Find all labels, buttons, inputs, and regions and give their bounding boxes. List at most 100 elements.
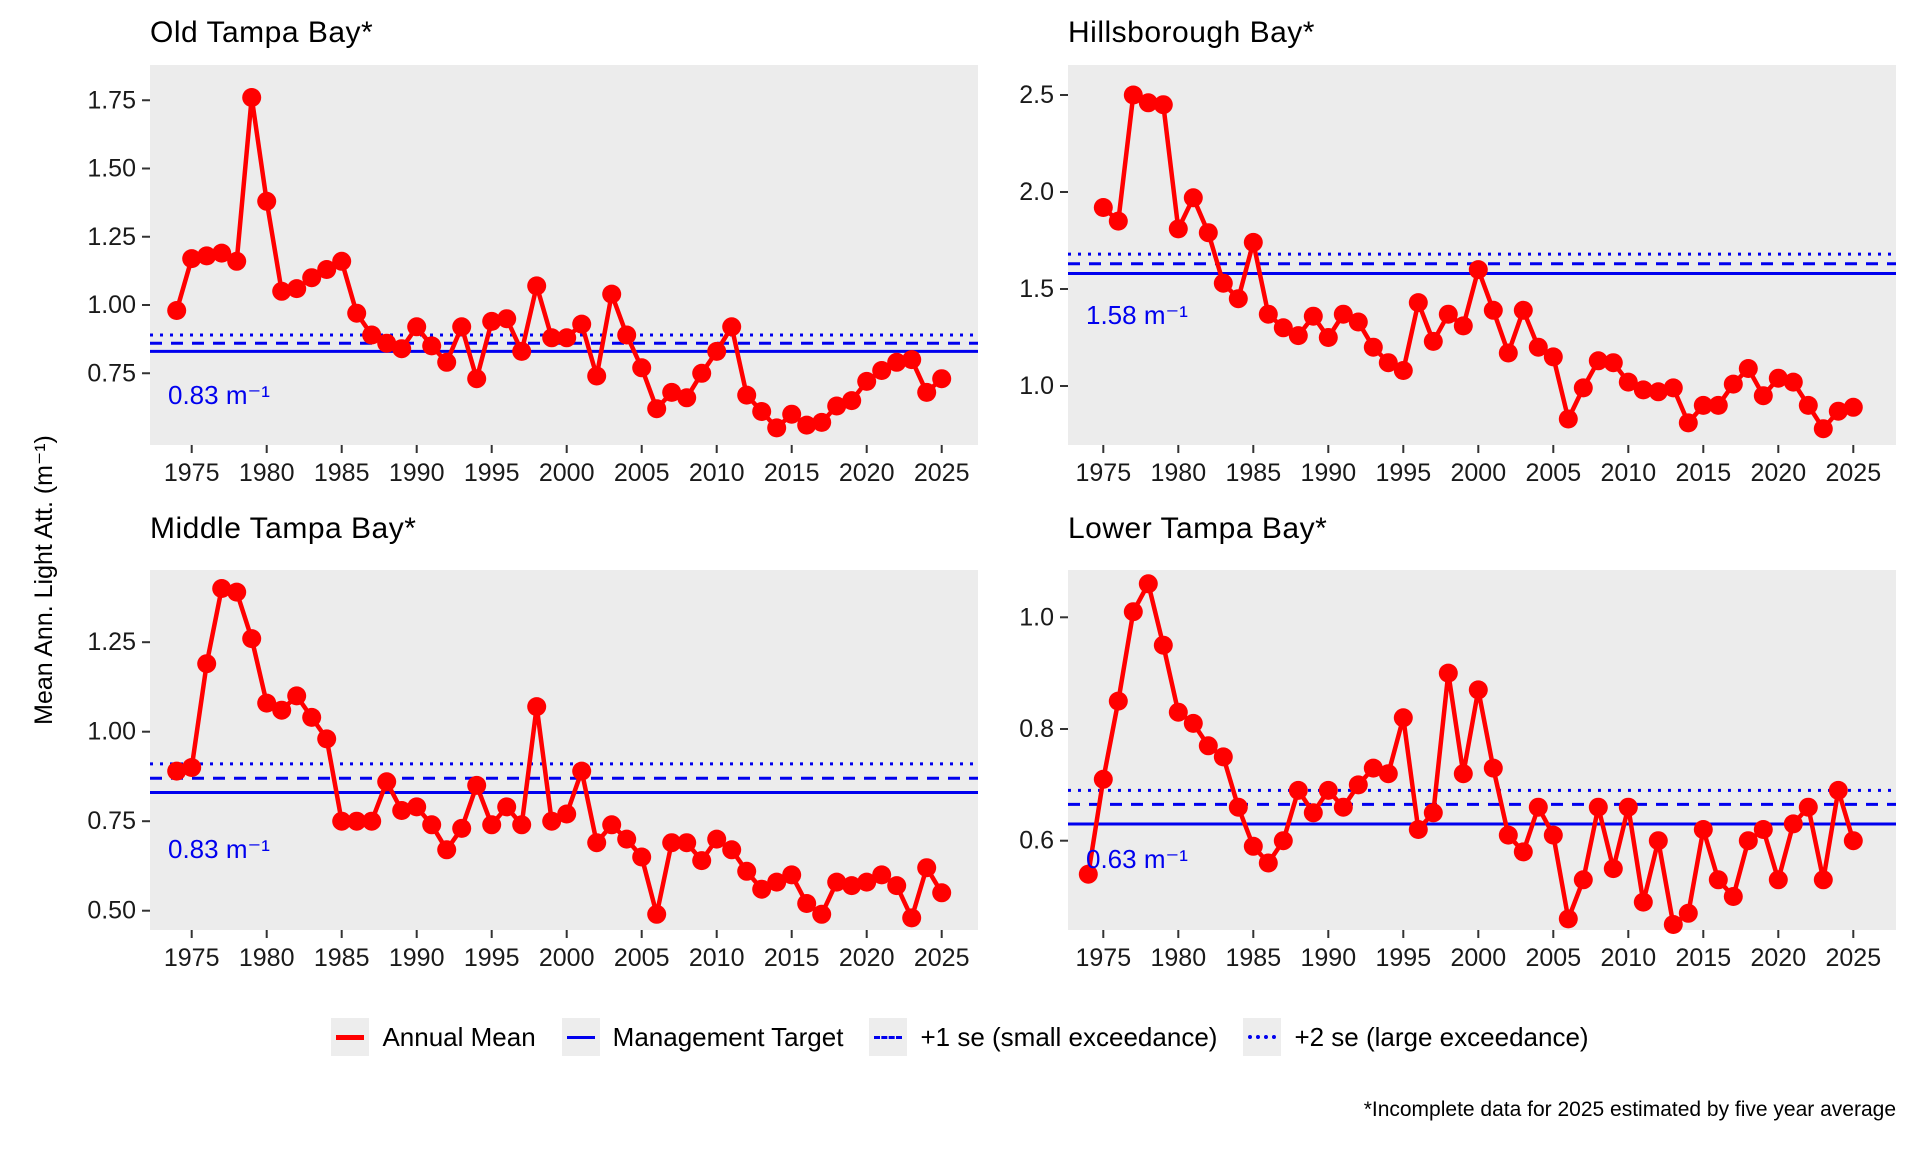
y-axis-tick-label: 1.75 <box>87 86 136 114</box>
data-point <box>1798 797 1818 817</box>
data-point <box>662 382 682 402</box>
data-point <box>1243 836 1263 856</box>
data-point <box>257 693 277 713</box>
data-point <box>1333 797 1353 817</box>
x-axis-tick-label: 2020 <box>839 459 895 487</box>
panel-middle-tampa-bay: 0.50 0.75 1.00 1.25 1975 1980 1985 1990 1995 2000… <box>87 570 978 972</box>
data-point <box>1618 372 1638 392</box>
data-point <box>1348 775 1368 795</box>
legend-item-annual-mean: Annual Mean <box>331 1018 536 1056</box>
data-point <box>272 700 292 720</box>
data-point <box>422 815 442 835</box>
data-point <box>1228 797 1248 817</box>
data-point <box>422 336 442 356</box>
data-point <box>1138 93 1158 113</box>
x-axis-tick-label: 2010 <box>1600 459 1656 487</box>
panel-background <box>150 570 978 930</box>
data-point <box>1603 353 1623 373</box>
y-axis-tick-label: 1.0 <box>1019 603 1054 631</box>
y-axis-tick-label: 0.6 <box>1019 827 1054 855</box>
data-point <box>1423 331 1443 351</box>
x-axis-tick-label: 2000 <box>1450 944 1506 972</box>
x-axis-tick-label: 1990 <box>389 459 445 487</box>
data-point <box>1813 870 1833 890</box>
panel-lower-tampa-bay: 0.6 0.8 1.0 1975 1980 1985 1990 1995 2000 2005 201… <box>1019 570 1896 972</box>
data-point <box>227 582 247 602</box>
data-point <box>707 829 727 849</box>
data-point <box>182 758 202 777</box>
data-point <box>1828 401 1848 421</box>
data-point <box>1468 680 1488 700</box>
data-point <box>1708 395 1728 415</box>
legend-item-plus-1-se: +1 se (small exceedance) <box>869 1018 1217 1056</box>
data-point <box>287 279 307 299</box>
data-point <box>1648 831 1668 851</box>
panel-old-tampa-bay: 0.75 1.00 1.25 1.50 1.75 1975 1980 1985 1990 1995… <box>87 65 978 487</box>
data-point <box>1498 343 1518 363</box>
data-point <box>317 260 337 279</box>
data-point <box>1558 409 1578 429</box>
data-point <box>827 396 847 416</box>
y-axis-tick-label: 1.5 <box>1019 275 1054 303</box>
data-point <box>842 876 862 896</box>
data-point <box>1258 853 1278 873</box>
panel-background <box>150 65 978 445</box>
y-axis-tick-label: 0.75 <box>87 359 136 387</box>
data-point <box>1543 825 1563 845</box>
data-point <box>317 729 337 749</box>
y-axis-tick-label: 1.25 <box>87 223 136 251</box>
x-axis-tick-label: 1990 <box>389 944 445 972</box>
data-point <box>542 811 562 831</box>
data-point <box>452 818 472 838</box>
data-point <box>917 858 937 878</box>
x-axis-tick-label: 2005 <box>1525 944 1581 972</box>
data-point <box>1738 359 1758 378</box>
x-axis-tick-label: 2010 <box>689 944 745 972</box>
data-point <box>737 861 757 881</box>
data-point <box>887 876 907 896</box>
legend-item-management-target: Management Target <box>561 1018 843 1056</box>
data-point <box>1438 663 1458 683</box>
data-point <box>1648 382 1668 402</box>
data-point <box>812 412 832 432</box>
y-axis-tick-label: 1.00 <box>87 718 136 746</box>
data-point <box>242 629 262 649</box>
x-axis-tick-label: 2000 <box>539 944 595 972</box>
data-point <box>497 309 517 329</box>
data-point <box>1408 293 1428 313</box>
x-axis-tick-label: 1975 <box>1075 944 1131 972</box>
plus-1-se-swatch-icon <box>869 1018 908 1056</box>
panel-title-middle-tampa-bay: Middle Tampa Bay* <box>150 512 417 545</box>
data-point <box>1588 351 1608 371</box>
x-axis-tick-label: 2025 <box>914 944 970 972</box>
x-axis-tick-label: 2025 <box>914 459 970 487</box>
data-point <box>1543 347 1563 367</box>
target-annotation-middle-tampa-bay: 0.83 m⁻¹ <box>168 834 270 864</box>
data-point <box>662 833 682 853</box>
data-point <box>1213 747 1233 767</box>
data-point <box>1378 353 1398 373</box>
x-axis-tick-label: 1985 <box>314 459 370 487</box>
data-point <box>1348 312 1368 332</box>
data-point <box>1438 304 1458 324</box>
x-axis-tick-label: 2020 <box>839 944 895 972</box>
data-point <box>692 851 712 871</box>
data-point <box>197 654 217 674</box>
data-point <box>1528 337 1548 357</box>
data-point <box>527 276 547 296</box>
data-point <box>1093 769 1113 789</box>
data-point <box>872 361 892 380</box>
data-point <box>587 833 607 853</box>
data-point <box>767 418 787 438</box>
data-point <box>542 328 562 348</box>
legend-label: Annual Mean <box>382 1021 536 1052</box>
data-point <box>437 840 457 860</box>
data-point <box>812 904 832 924</box>
data-point <box>1513 300 1533 320</box>
data-point <box>1633 380 1653 400</box>
data-point <box>587 366 607 386</box>
y-axis-tick-label: 1.00 <box>87 291 136 319</box>
data-point <box>707 341 727 361</box>
data-point <box>497 797 517 817</box>
